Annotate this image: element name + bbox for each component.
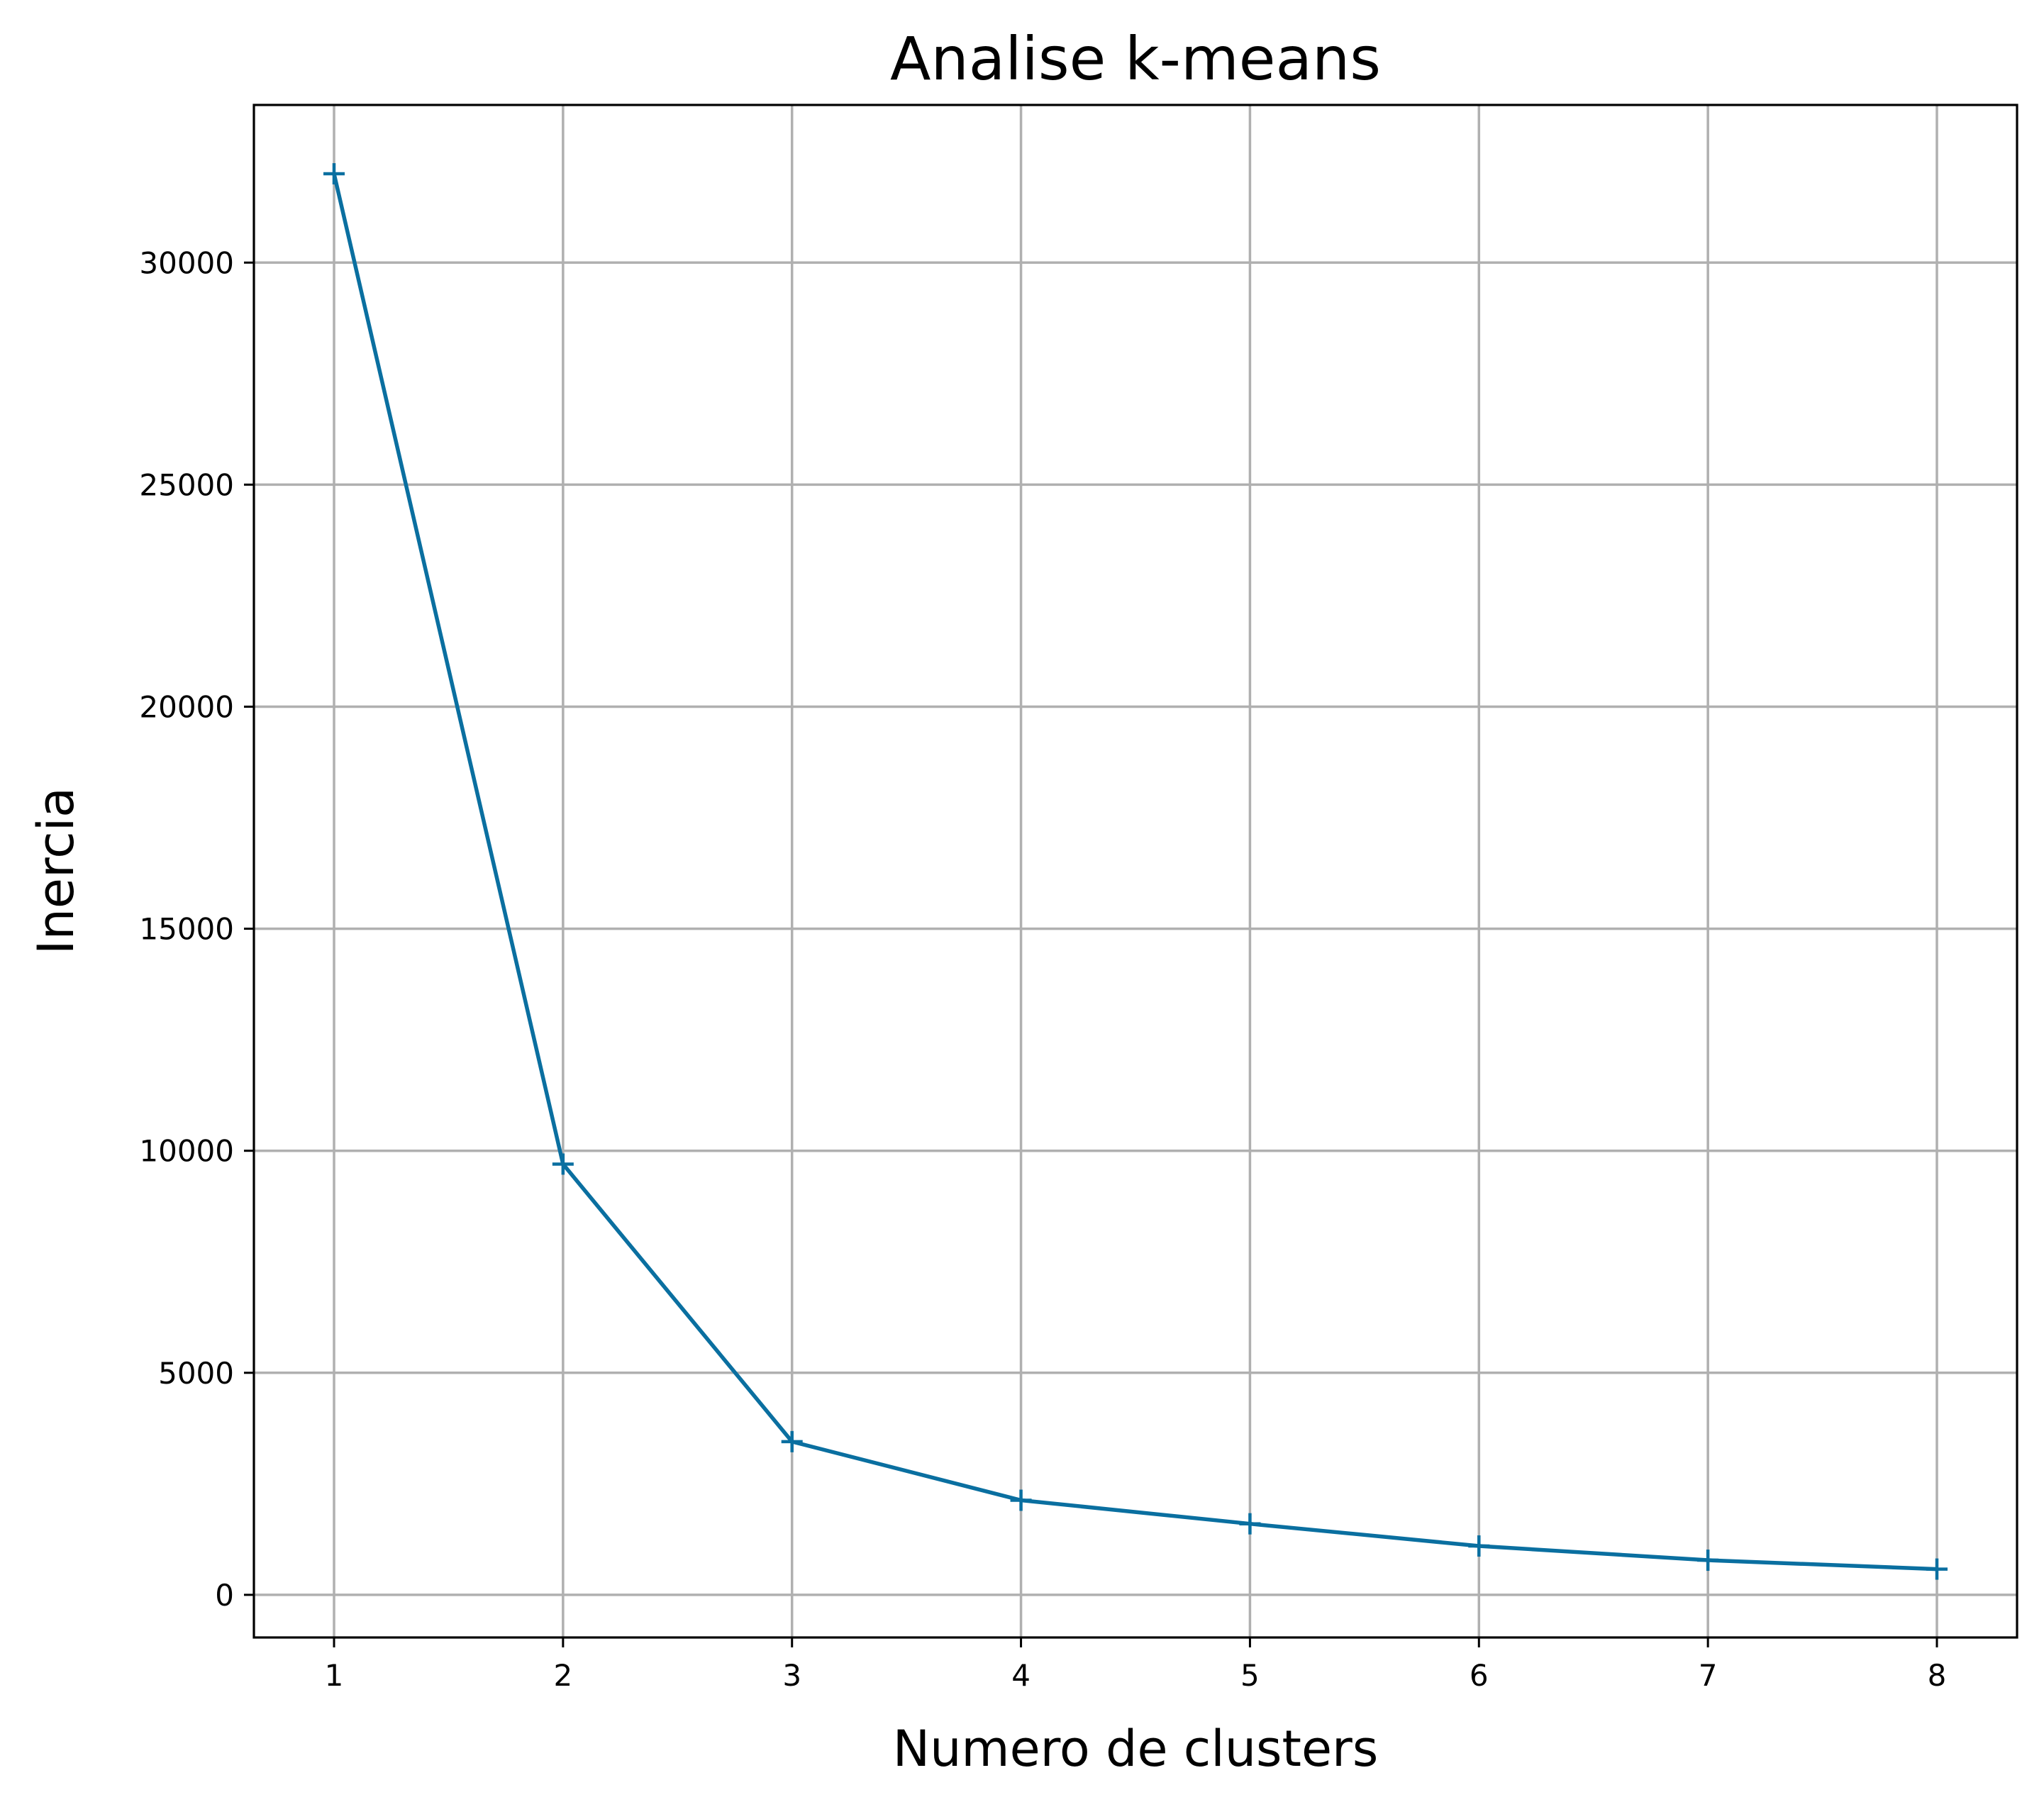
x-axis-ticks: 1 2 3 4 5 6 7 8 bbox=[325, 1637, 1947, 1693]
series-line-group bbox=[332, 172, 1939, 1572]
data-point bbox=[323, 163, 345, 185]
x-tick-label: 7 bbox=[1699, 1658, 1718, 1693]
data-point bbox=[1239, 1513, 1261, 1535]
x-tick-label: 5 bbox=[1240, 1658, 1260, 1693]
plot-area-frame bbox=[252, 104, 2018, 1639]
y-axis-ticks: 0 5000 10000 15000 20000 25000 30000 bbox=[139, 245, 254, 1613]
data-point bbox=[1926, 1558, 1948, 1580]
x-tick-label: 6 bbox=[1470, 1658, 1489, 1693]
data-point bbox=[1697, 1550, 1719, 1572]
data-point bbox=[1468, 1535, 1490, 1557]
x-tick-label: 3 bbox=[782, 1658, 801, 1693]
y-tick-label: 5000 bbox=[158, 1356, 234, 1391]
y-tick-label: 20000 bbox=[139, 689, 234, 724]
x-tick-label: 1 bbox=[325, 1658, 344, 1693]
data-point-markers bbox=[323, 163, 1948, 1580]
x-tick-label: 4 bbox=[1011, 1658, 1031, 1693]
x-tick-label: 8 bbox=[1928, 1658, 1947, 1693]
x-tick-label: 2 bbox=[553, 1658, 572, 1693]
data-point bbox=[781, 1430, 803, 1452]
y-tick-label: 10000 bbox=[139, 1134, 234, 1169]
y-tick-label: 25000 bbox=[139, 467, 234, 502]
y-tick-label: 0 bbox=[215, 1578, 234, 1613]
data-point bbox=[1010, 1489, 1032, 1511]
data-point bbox=[552, 1153, 574, 1175]
chart-title: Analise k-means bbox=[890, 24, 1381, 94]
y-tick-label: 30000 bbox=[139, 245, 234, 280]
y-axis-label: Inercia bbox=[27, 787, 85, 955]
x-axis-label: Numero de clusters bbox=[893, 1720, 1379, 1778]
series-line bbox=[332, 172, 1939, 1572]
grid-lines bbox=[254, 105, 2017, 1637]
y-tick-label: 15000 bbox=[139, 912, 234, 947]
